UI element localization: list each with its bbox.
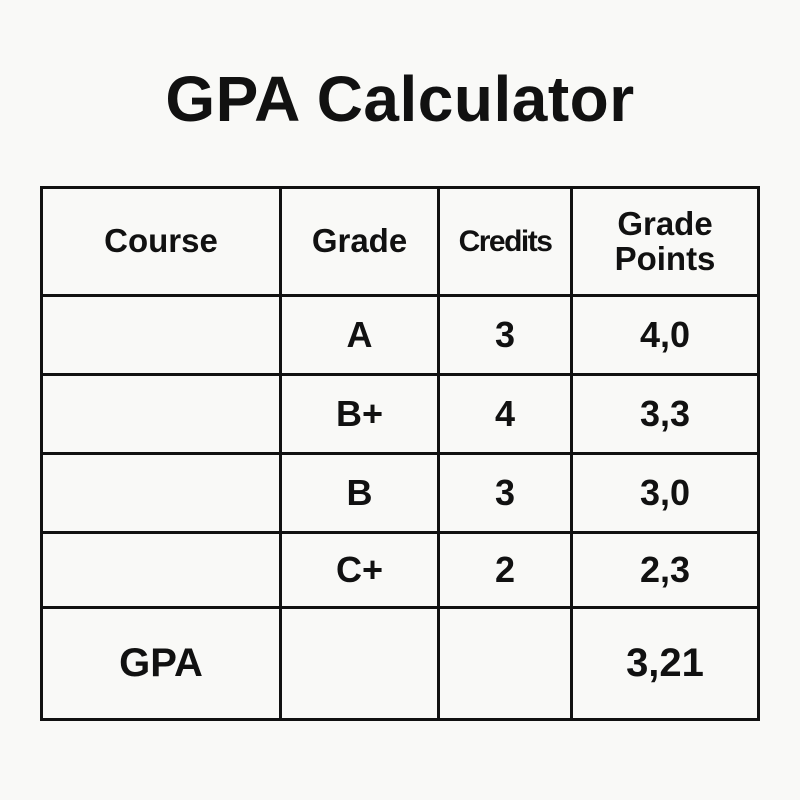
course-cell (40, 294, 282, 376)
table-header-row: Course Grade Credits Grade Points (40, 186, 760, 297)
grade-cell: B (279, 452, 440, 534)
grade-points-cell: 3,3 (570, 373, 760, 455)
credits-cell: 4 (437, 373, 573, 455)
credits-cell: 3 (437, 452, 573, 534)
gpa-row: GPA 3,21 (40, 606, 760, 721)
grade-cell: A (279, 294, 440, 376)
credits-cell: 3 (437, 294, 573, 376)
header-grade: Grade (279, 186, 440, 297)
header-credits: Credits (437, 186, 573, 297)
grade-points-cell: 4,0 (570, 294, 760, 376)
table-row: C+ 2 2,3 (40, 531, 760, 609)
gpa-value: 3,21 (570, 606, 760, 721)
credits-cell: 2 (437, 531, 573, 609)
gpa-label: GPA (40, 606, 282, 721)
header-grade-points-text: Grade Points (614, 204, 716, 277)
grade-cell: B+ (279, 373, 440, 455)
header-course: Course (40, 186, 282, 297)
course-cell (40, 373, 282, 455)
gpa-grade-cell (279, 606, 440, 721)
gpa-table: Course Grade Credits Grade Points A 3 4,… (40, 186, 760, 721)
gpa-credits-cell (437, 606, 573, 721)
course-cell (40, 531, 282, 609)
page-title: GPA Calculator (165, 63, 635, 135)
header-grade-points: Grade Points (570, 186, 760, 297)
course-cell (40, 452, 282, 534)
grade-points-cell: 3,0 (570, 452, 760, 534)
table-row: B 3 3,0 (40, 452, 760, 534)
table-row: A 3 4,0 (40, 294, 760, 376)
table-row: B+ 4 3,3 (40, 373, 760, 455)
grade-points-cell: 2,3 (570, 531, 760, 609)
grade-cell: C+ (279, 531, 440, 609)
